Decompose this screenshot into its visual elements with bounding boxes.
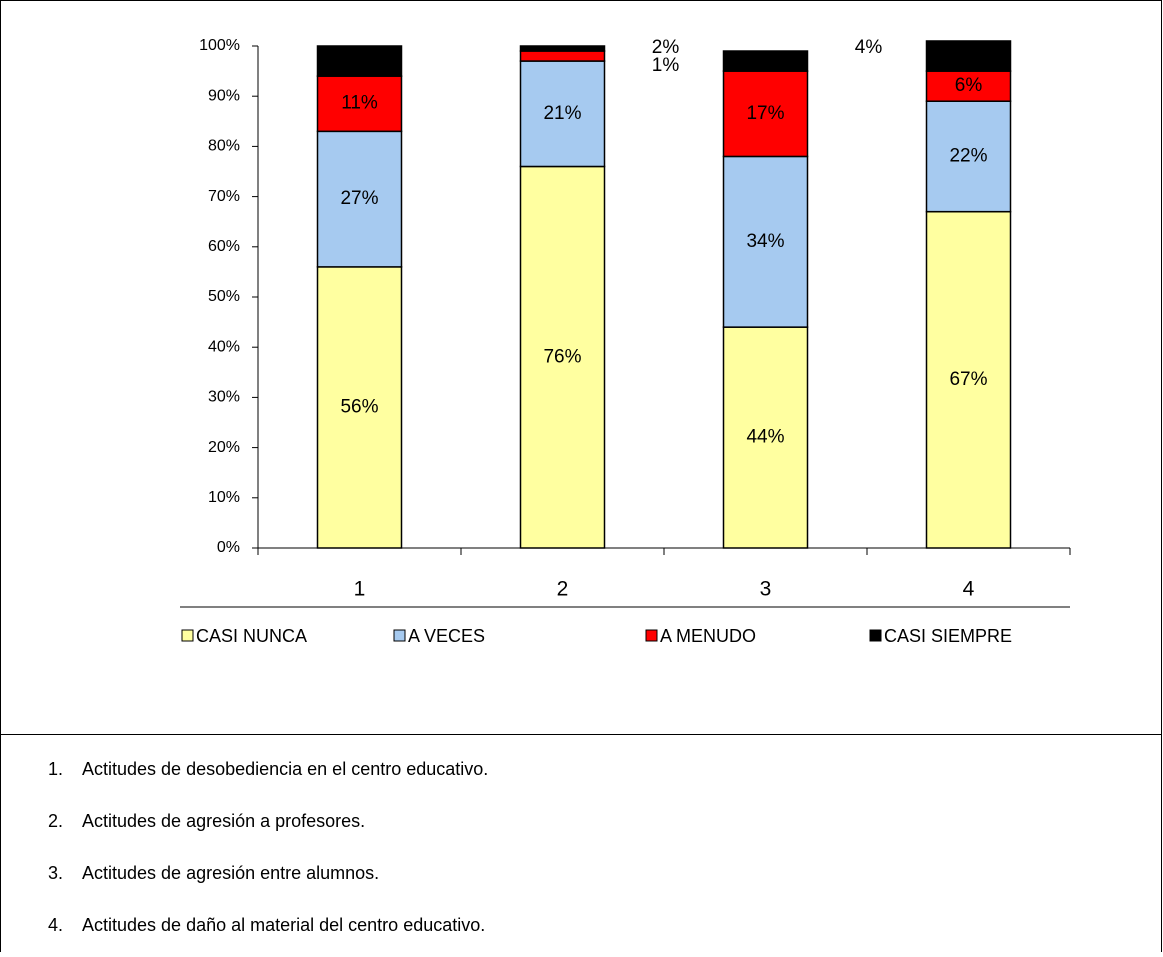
y-tick-label: 70% [208,188,240,205]
list-number: 2. [48,811,63,831]
bar-segment [722,326,809,549]
bar-segment [722,70,809,158]
y-tick-label: 30% [208,389,240,406]
data-label: 11% [341,93,378,114]
y-tick-label: 40% [208,338,240,355]
legend-swatch [181,629,194,642]
y-tick-label: 90% [208,87,240,104]
legend-label: CASI NUNCA [196,626,307,646]
bar-segment [519,45,606,52]
data-label: 56% [340,396,378,417]
legend-swatch [393,629,406,642]
legend-label: A MENUDO [660,626,756,646]
bar-segment [316,130,403,268]
bar-segment [316,45,403,77]
data-label: 67% [949,369,987,390]
list-item: Actitudes de daño al material del centro… [82,915,485,935]
data-label: 44% [746,427,784,448]
y-tick-label: 80% [208,138,240,155]
x-tick-label: 4 [963,578,975,601]
y-tick-label: 0% [217,539,240,556]
x-tick-label: 2 [557,578,569,601]
data-label: 21% [543,103,581,124]
bar-segment [519,165,606,549]
x-tick-label: 1 [354,578,366,601]
data-label: 76% [543,346,581,367]
list-number: 3. [48,863,63,883]
data-label: 4% [855,37,883,58]
bar-segment [519,50,606,62]
list-number: 1. [48,759,63,779]
y-tick-label: 60% [208,238,240,255]
y-tick-label: 20% [208,439,240,456]
legend-label: A VECES [408,626,485,646]
list-item: Actitudes de agresión entre alumnos. [82,863,379,883]
bar-segment [722,155,809,328]
bar-segment [722,50,809,72]
legend-swatch [645,629,658,642]
data-label: 6% [955,45,983,66]
legend-swatch [869,629,882,642]
bar-segment [925,210,1012,549]
bar-segment [925,40,1012,72]
x-tick-label: 3 [760,578,772,601]
data-label: 34% [746,231,784,252]
bar-segment [316,75,403,133]
list-item: Actitudes de agresión a profesores. [82,811,365,831]
data-label: 22% [949,145,987,166]
data-label: 1% [652,55,680,76]
chart-frame [0,0,1162,735]
y-tick-label: 100% [199,37,240,54]
list-number: 4. [48,915,63,935]
legend-label: CASI SIEMPRE [884,626,1012,646]
data-label: 17% [746,103,784,124]
data-label: 2% [652,37,680,58]
list-item: Actitudes de desobediencia en el centro … [82,759,488,779]
data-label: 6% [955,75,983,96]
y-tick-label: 50% [208,288,240,305]
data-label: 27% [340,188,378,209]
bar-segment [316,266,403,549]
y-tick-label: 10% [208,489,240,506]
data-label: 6% [346,50,374,71]
